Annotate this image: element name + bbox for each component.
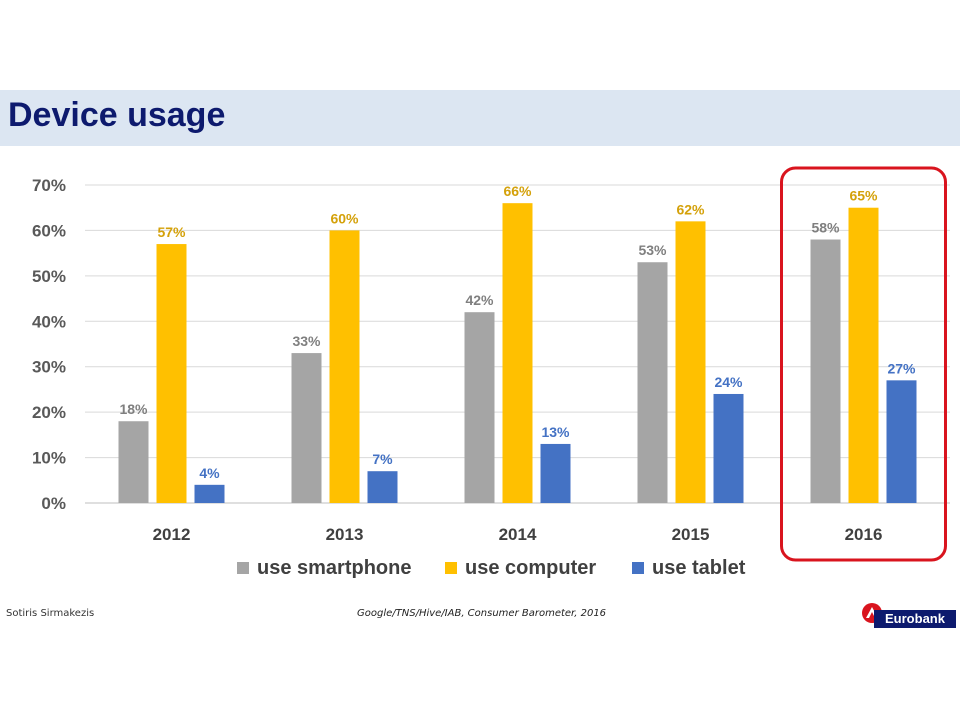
data-label: 24% <box>714 374 743 390</box>
legend-label: use tablet <box>652 557 746 579</box>
x-tick-label: 2016 <box>845 525 883 544</box>
data-label: 65% <box>849 188 878 204</box>
y-tick-label: 0% <box>41 494 66 513</box>
x-tick-label: 2012 <box>153 525 191 544</box>
author-label: Sotiris Sirmakezis <box>6 608 95 619</box>
y-tick-label: 30% <box>32 358 66 377</box>
data-label: 66% <box>503 183 532 199</box>
bar <box>329 230 360 503</box>
slide-title: Device usage <box>8 96 226 134</box>
legend-swatch <box>237 562 249 574</box>
bar <box>886 380 917 503</box>
bar <box>291 353 322 503</box>
legend-label: use computer <box>465 557 596 579</box>
title-band <box>0 90 960 146</box>
bar <box>118 421 149 503</box>
bar <box>810 239 841 503</box>
data-label: 57% <box>157 224 186 240</box>
highlight-frame <box>780 166 947 562</box>
eurobank-logo: Eurobank <box>860 602 956 628</box>
bar <box>464 312 495 503</box>
data-label: 62% <box>676 201 705 217</box>
bar-chart: 0% 10% 20% 30% 40% 50% 60% 70% 18% 57% 4% 2012 33% 60… <box>32 166 950 579</box>
bar <box>637 262 668 503</box>
bar <box>675 221 706 503</box>
data-label: 33% <box>292 333 321 349</box>
data-label: 18% <box>119 401 148 417</box>
legend-swatch <box>445 562 457 574</box>
data-label: 4% <box>199 465 220 481</box>
data-label: 58% <box>811 220 840 236</box>
y-tick-label: 70% <box>32 176 66 195</box>
data-label: 60% <box>330 210 359 226</box>
bar <box>540 443 571 503</box>
bar <box>848 207 879 503</box>
data-label: 53% <box>638 242 667 258</box>
y-tick-label: 10% <box>32 449 66 468</box>
bar <box>156 244 187 504</box>
eurobank-logo-text: Eurobank <box>874 610 956 628</box>
data-label: 27% <box>887 360 916 376</box>
data-label: 42% <box>465 292 494 308</box>
bar <box>194 484 225 503</box>
y-tick-label: 40% <box>32 312 66 331</box>
source-label: Google/TNS/Hive/IAB, Consumer Barometer,… <box>357 608 607 619</box>
x-tick-label: 2014 <box>499 525 537 544</box>
x-tick-label: 2015 <box>672 525 710 544</box>
data-label: 7% <box>372 451 393 467</box>
legend-label: use smartphone <box>257 557 411 579</box>
y-tick-label: 50% <box>32 267 66 286</box>
y-tick-label: 20% <box>32 403 66 422</box>
bar <box>502 203 533 503</box>
bar <box>367 471 398 503</box>
legend-swatch <box>632 562 644 574</box>
bar <box>713 393 744 503</box>
data-label: 13% <box>541 424 570 440</box>
x-tick-label: 2013 <box>326 525 364 544</box>
y-tick-label: 60% <box>32 221 66 240</box>
